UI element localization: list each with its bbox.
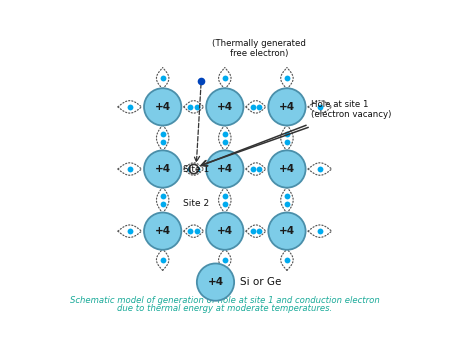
Text: Hole at site 1
(electron vacancy): Hole at site 1 (electron vacancy): [311, 100, 391, 119]
Circle shape: [144, 150, 181, 188]
Circle shape: [268, 212, 305, 250]
Text: +4: +4: [279, 226, 295, 236]
Text: due to thermal energy at moderate temperatures.: due to thermal energy at moderate temper…: [117, 304, 332, 313]
Circle shape: [144, 88, 181, 126]
Text: (Thermally generated
free electron): (Thermally generated free electron): [212, 39, 306, 58]
Text: Schematic model of generation of hole at site 1 and conduction electron: Schematic model of generation of hole at…: [70, 296, 379, 305]
Text: Site 2: Site 2: [183, 199, 209, 208]
Text: +4: +4: [155, 102, 171, 112]
Text: Si or Ge: Si or Ge: [240, 277, 282, 287]
Text: +4: +4: [217, 102, 233, 112]
Text: +4: +4: [155, 226, 171, 236]
Text: +4: +4: [217, 226, 233, 236]
Text: +4: +4: [279, 102, 295, 112]
Circle shape: [268, 88, 305, 126]
Circle shape: [144, 212, 181, 250]
Circle shape: [206, 212, 244, 250]
Text: +4: +4: [155, 164, 171, 174]
Text: +4: +4: [279, 164, 295, 174]
Text: +4: +4: [207, 277, 224, 287]
Circle shape: [197, 263, 234, 301]
Circle shape: [206, 150, 244, 188]
Circle shape: [268, 150, 305, 188]
Circle shape: [189, 164, 198, 174]
Text: Site 1: Site 1: [183, 164, 210, 174]
Circle shape: [206, 88, 244, 126]
Text: +4: +4: [217, 164, 233, 174]
